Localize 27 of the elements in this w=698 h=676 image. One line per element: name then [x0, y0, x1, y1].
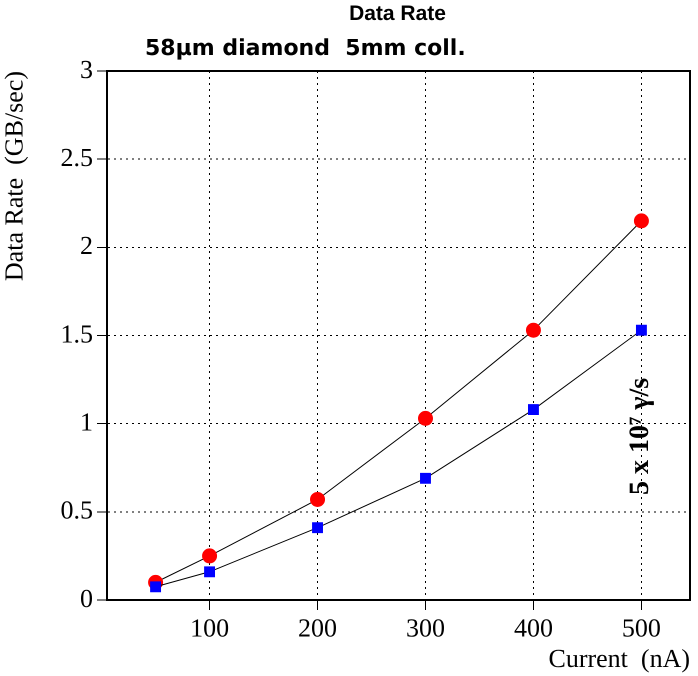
x-axis-title: Current (nA) — [548, 644, 690, 674]
point — [202, 548, 218, 564]
x-tick-label: 500 — [622, 613, 661, 642]
y-axis-title: Data Rate (GB/sec) — [0, 71, 28, 282]
chart-subtitle: 58μm diamond 5mm coll. — [145, 36, 466, 61]
y-tick-label: 0 — [80, 584, 93, 613]
point — [310, 492, 326, 507]
point — [526, 322, 541, 338]
point — [418, 410, 433, 426]
x-tick-label: 100 — [190, 613, 230, 642]
y-tick-label: 1 — [80, 407, 93, 436]
y-tick-label: 1.5 — [60, 319, 93, 348]
point — [420, 472, 431, 484]
x-tick-label: 400 — [514, 613, 553, 642]
annotation: 5 x 10⁷ γ/s — [623, 378, 656, 495]
y-tick-label: 3 — [80, 54, 93, 84]
point — [204, 566, 216, 578]
y-tick-label: 2.5 — [60, 142, 93, 172]
point — [634, 213, 649, 228]
point — [636, 324, 647, 336]
y-tick-label: 0.5 — [60, 496, 93, 525]
point — [528, 404, 539, 416]
x-tick-label: 200 — [298, 613, 338, 642]
point — [312, 522, 323, 534]
chart-title: Data Rate — [348, 2, 447, 26]
y-tick-label: 2 — [80, 231, 93, 260]
x-tick-label: 300 — [406, 613, 445, 642]
